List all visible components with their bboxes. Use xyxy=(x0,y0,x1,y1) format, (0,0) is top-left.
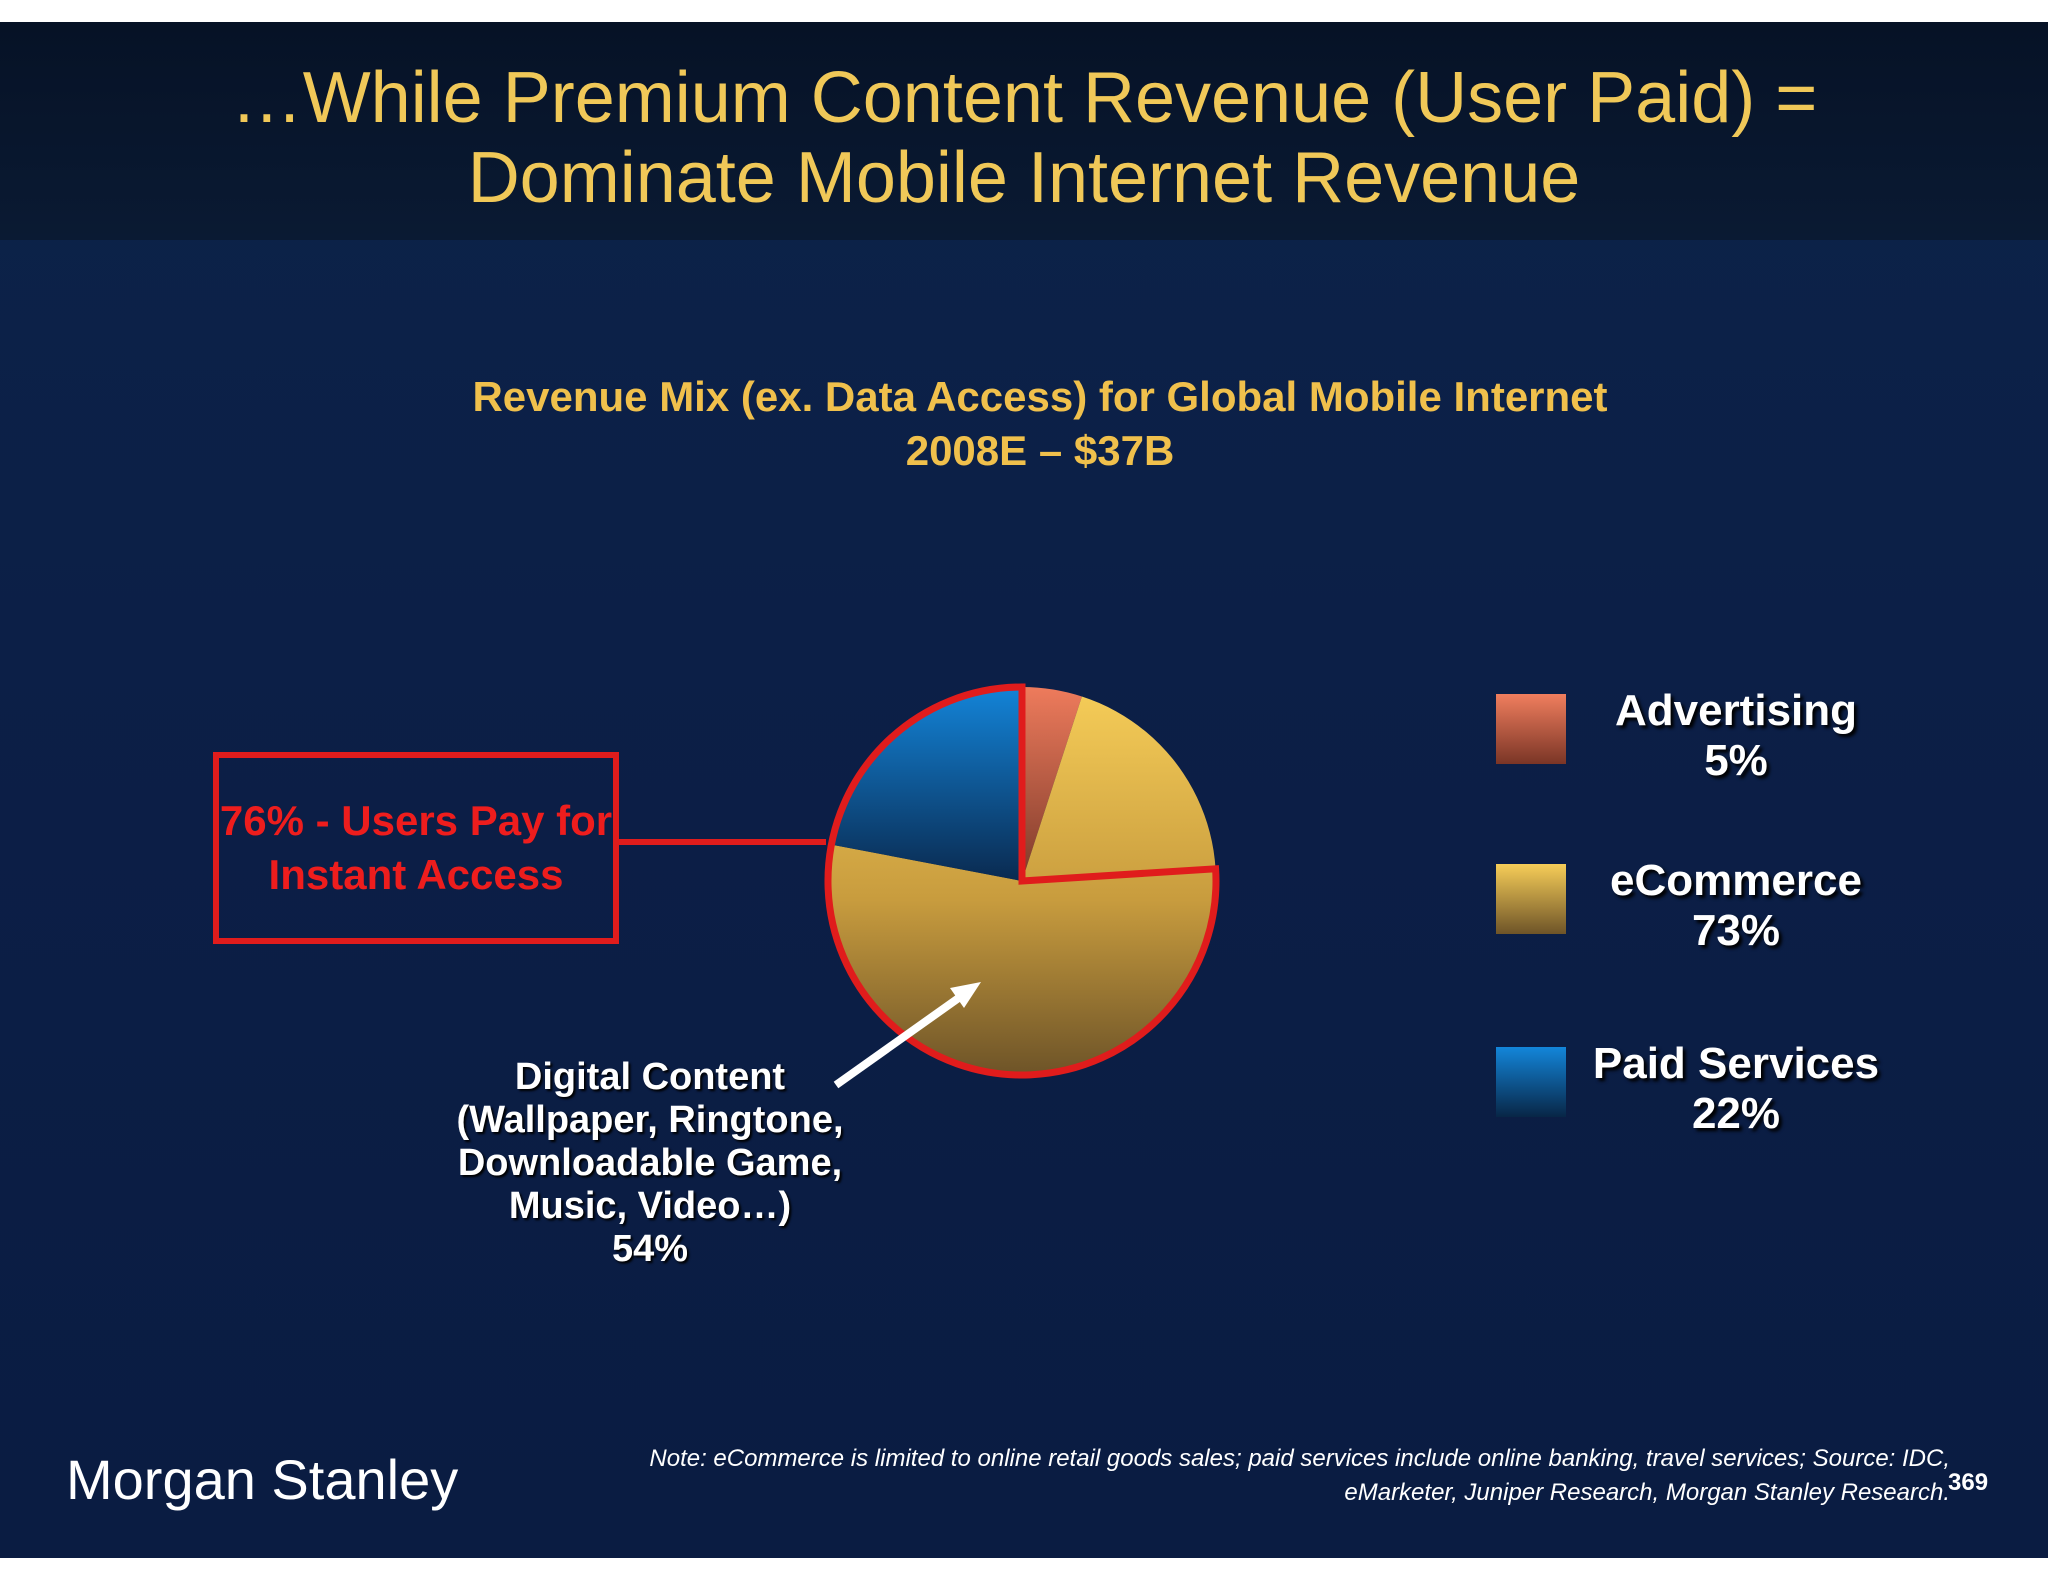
annotation-line-4: Music, Video…) xyxy=(508,1185,792,1227)
source-note: Note: eCommerce is limited to online ret… xyxy=(520,1442,1950,1510)
annotation-line-1: Digital Content xyxy=(514,1056,786,1098)
source-note-line-1: Note: eCommerce is limited to online ret… xyxy=(649,1445,1950,1472)
annotation-line-5: 54% xyxy=(611,1228,689,1270)
legend-label-paid-services: Paid Services xyxy=(1592,1039,1880,1088)
slide: …While Premium Content Revenue (User Pai… xyxy=(0,22,2048,1558)
legend-item-ecommerce: eCommerce 73% xyxy=(1496,856,1916,956)
legend-item-paid-services: Paid Services 22% xyxy=(1496,1039,1916,1139)
legend-value-advertising: 5% xyxy=(1704,736,1768,785)
legend-swatch-paid-services xyxy=(1496,1047,1566,1117)
page-number: 369 xyxy=(1948,1469,1989,1496)
legend-text-paid-services: Paid Services 22% xyxy=(1566,1039,1906,1139)
digital-content-annotation: Digital Content (Wallpaper, Ringtone, Do… xyxy=(400,1056,900,1271)
source-note-line-2: eMarketer, Juniper Research, Morgan Stan… xyxy=(1344,1479,1950,1506)
title-band xyxy=(0,22,2048,240)
legend-value-ecommerce: 73% xyxy=(1691,906,1781,955)
callout-box: 76% - Users Pay for Instant Access xyxy=(213,752,619,944)
pie-chart xyxy=(619,683,1220,1089)
chart-title-line: Revenue Mix (ex. Data Access) for Global… xyxy=(472,373,1608,420)
pie-slices xyxy=(827,687,1216,1076)
pie-slice-advertising xyxy=(1022,687,1082,881)
legend-value-paid-services: 22% xyxy=(1691,1089,1781,1138)
legend-item-advertising: Advertising 5% xyxy=(1496,686,1916,786)
legend-label-ecommerce: eCommerce xyxy=(1610,856,1862,905)
digital-content-highlight-outline xyxy=(824,683,1220,1079)
slide-title-line-1: …While Premium Content Revenue (User Pai… xyxy=(230,58,1818,138)
slide-title: …While Premium Content Revenue (User Pai… xyxy=(0,58,2048,218)
slide-title-line-2: Dominate Mobile Internet Revenue xyxy=(467,138,1581,218)
legend-text-advertising: Advertising 5% xyxy=(1566,686,1906,786)
annotation-line-3: Downloadable Game, xyxy=(457,1142,843,1184)
callout-text: 76% - Users Pay for Instant Access xyxy=(219,797,613,898)
legend-swatch-ecommerce xyxy=(1496,864,1566,934)
legend-swatch-advertising xyxy=(1496,694,1566,764)
pie-slice-paid-services xyxy=(831,687,1022,881)
legend-text-ecommerce: eCommerce 73% xyxy=(1566,856,1906,956)
morgan-stanley-logo: Morgan Stanley xyxy=(66,1448,459,1511)
chart-subtitle-line: 2008E – $37B xyxy=(905,427,1175,474)
annotation-line-2: (Wallpaper, Ringtone, xyxy=(456,1099,844,1141)
chart-title: Revenue Mix (ex. Data Access) for Global… xyxy=(300,370,1780,478)
digital-content-arrow-head xyxy=(950,982,981,1008)
legend-label-advertising: Advertising xyxy=(1614,686,1858,735)
pie-slice-ecommerce xyxy=(827,696,1216,1076)
digital-content-arrow-shaft xyxy=(833,993,963,1089)
